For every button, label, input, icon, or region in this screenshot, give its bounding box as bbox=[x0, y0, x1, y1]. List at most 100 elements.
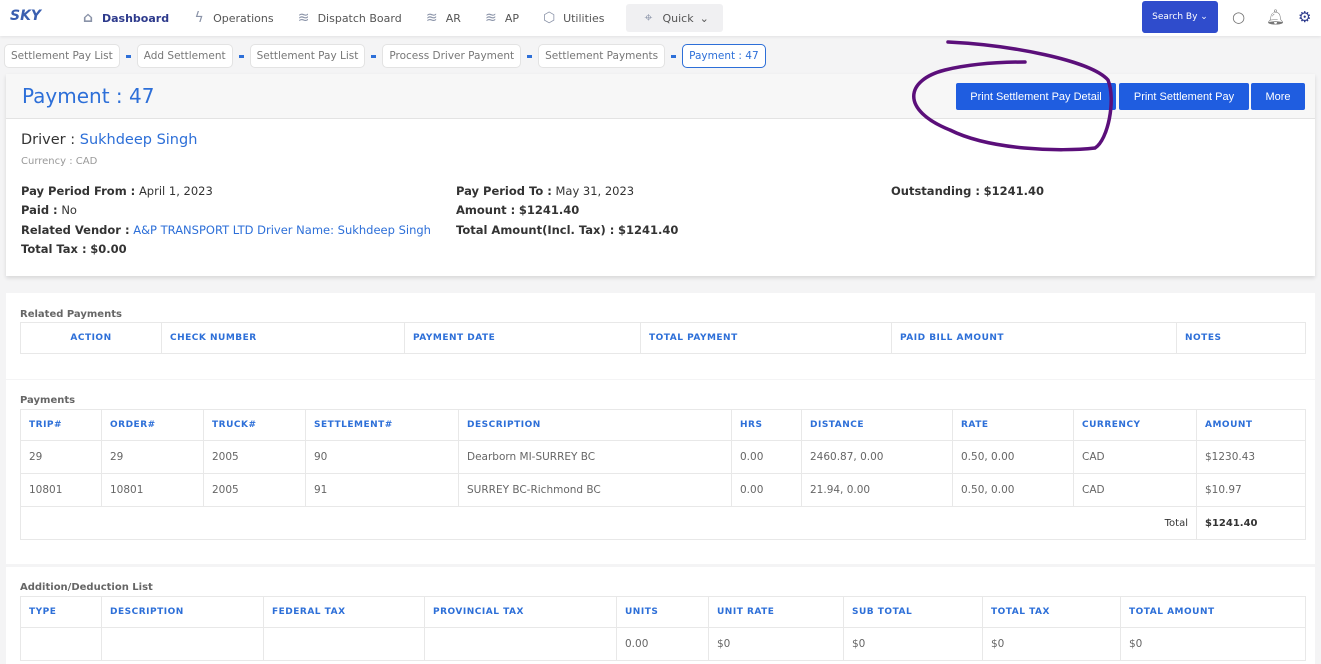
nav-item-operations[interactable]: ϟ Operations bbox=[191, 10, 273, 26]
nav-item-utilities[interactable]: ⬡ Utilities bbox=[542, 10, 605, 26]
nav-item-dispatch-board[interactable]: ≋ Dispatch Board bbox=[296, 10, 402, 26]
box-icon: ⬡ bbox=[542, 10, 556, 26]
breadcrumb: Settlement Pay List Add Settlement Settlem… bbox=[4, 44, 766, 68]
search-icon[interactable]: ○ bbox=[1232, 8, 1246, 26]
column-header[interactable]: SUB TOTAL bbox=[843, 596, 983, 628]
column-header[interactable]: DESCRIPTION bbox=[458, 409, 732, 441]
breadcrumb-separator bbox=[527, 54, 533, 58]
table-cell bbox=[424, 627, 617, 661]
print-settlement-pay-button[interactable]: Print Settlement Pay bbox=[1119, 83, 1249, 110]
table-cell bbox=[263, 627, 425, 661]
table-cell: 90 bbox=[305, 440, 459, 474]
layers-icon: ≋ bbox=[425, 10, 438, 26]
breadcrumb-item[interactable]: Add Settlement bbox=[136, 44, 233, 68]
driver-name-link[interactable]: Sukhdeep Singh bbox=[79, 132, 198, 148]
total-row: Total $1241.40 bbox=[20, 506, 1306, 540]
quick-menu[interactable]: ⌖ Quick ⌄ bbox=[626, 4, 723, 32]
more-button[interactable]: More bbox=[1251, 83, 1305, 110]
column-header[interactable]: PAID BILL AMOUNT bbox=[891, 322, 1177, 354]
table-cell: 0.50, 0.00 bbox=[952, 473, 1074, 507]
table-cell: 0.00 bbox=[616, 627, 709, 661]
table-cell: 2460.87, 0.00 bbox=[801, 440, 953, 474]
table-cell: 10801 bbox=[20, 473, 102, 507]
table-row: 0.00 $0 $0 $0 $0 bbox=[20, 627, 1306, 661]
additions-title: Addition/Deduction List bbox=[20, 582, 153, 593]
table-cell: SURREY BC-Richmond BC bbox=[458, 473, 732, 507]
breadcrumb-separator bbox=[371, 54, 377, 58]
column-header[interactable]: TRUCK# bbox=[203, 409, 306, 441]
table-header-row: TRIP# ORDER# TRUCK# SETTLEMENT# DESCRIPTION H… bbox=[20, 409, 1306, 441]
page-header: Payment : 47 Print Settlement Pay Detail… bbox=[6, 74, 1315, 119]
column-header[interactable]: PROVINCIAL TAX bbox=[424, 596, 617, 628]
column-header[interactable]: HRS bbox=[731, 409, 802, 441]
related-vendor-link[interactable]: A&P TRANSPORT LTD Driver Name: Sukhdeep … bbox=[133, 223, 431, 237]
bell-icon[interactable]: 🔔︎ bbox=[1266, 8, 1286, 26]
driver-line: Driver : Sukhdeep Singh bbox=[21, 132, 198, 148]
crosshair-icon: ⌖ bbox=[644, 10, 653, 26]
column-header[interactable]: RATE bbox=[952, 409, 1074, 441]
table-cell: $0 bbox=[982, 627, 1121, 661]
related-payments-title: Related Payments bbox=[20, 309, 122, 320]
column-header[interactable]: PAYMENT DATE bbox=[404, 322, 641, 354]
gear-icon[interactable]: ⚙ bbox=[1298, 8, 1312, 26]
column-header[interactable]: DESCRIPTION bbox=[101, 596, 264, 628]
breadcrumb-item[interactable]: Settlement Pay List bbox=[249, 44, 366, 68]
nav-item-dashboard[interactable]: ⌂ Dashboard bbox=[80, 10, 169, 26]
table-cell bbox=[20, 627, 102, 661]
payments-title: Payments bbox=[20, 395, 76, 406]
table-row: 29 29 2005 90 Dearborn MI-SURREY BC 0.00 2460.… bbox=[20, 440, 1306, 474]
table-cell: $0 bbox=[1120, 627, 1306, 661]
table-cell bbox=[101, 627, 264, 661]
table-cell: 10801 bbox=[101, 473, 204, 507]
table-cell: 2005 bbox=[203, 440, 306, 474]
nav-item-ar[interactable]: ≋ AR bbox=[424, 10, 461, 26]
search-by-button[interactable]: Search By ⌄ bbox=[1142, 1, 1218, 33]
layers-icon: ≋ bbox=[297, 10, 310, 26]
breadcrumb-item[interactable]: Settlement Pay List bbox=[4, 44, 120, 68]
column-header[interactable]: ORDER# bbox=[101, 409, 204, 441]
column-header[interactable]: AMOUNT bbox=[1196, 409, 1306, 441]
table-cell: $1230.43 bbox=[1196, 440, 1306, 474]
column-header[interactable]: SETTLEMENT# bbox=[305, 409, 459, 441]
column-header[interactable]: FEDERAL TAX bbox=[263, 596, 425, 628]
column-header[interactable]: UNITS bbox=[616, 596, 709, 628]
additions-table: TYPE DESCRIPTION FEDERAL TAX PROVINCIAL TAX… bbox=[20, 596, 1306, 661]
column-header[interactable]: DISTANCE bbox=[801, 409, 953, 441]
currency: Currency : CAD bbox=[21, 156, 98, 167]
chevron-down-icon: ⌄ bbox=[699, 11, 709, 25]
column-header[interactable]: TOTAL TAX bbox=[982, 596, 1121, 628]
logo[interactable]: SKY bbox=[10, 8, 42, 24]
print-settlement-pay-detail-button[interactable]: Print Settlement Pay Detail bbox=[956, 83, 1116, 110]
column-header[interactable]: UNIT RATE bbox=[708, 596, 844, 628]
table-cell: 91 bbox=[305, 473, 459, 507]
column-header[interactable]: TYPE bbox=[20, 596, 102, 628]
page-title: Payment : 47 bbox=[22, 84, 155, 108]
table-header-row: ACTION CHECK NUMBER PAYMENT DATE TOTAL PAYM… bbox=[20, 322, 1306, 354]
column-header[interactable]: NOTES bbox=[1176, 322, 1306, 354]
table-cell: $0 bbox=[708, 627, 844, 661]
table-cell: Dearborn MI-SURREY BC bbox=[458, 440, 732, 474]
column-header[interactable]: CHECK NUMBER bbox=[161, 322, 405, 354]
breadcrumb-separator bbox=[125, 54, 131, 58]
layers-icon: ≋ bbox=[485, 10, 497, 26]
breadcrumb-separator bbox=[238, 54, 244, 58]
table-cell: 29 bbox=[101, 440, 204, 474]
table-cell: $0 bbox=[843, 627, 983, 661]
column-header[interactable]: ACTION bbox=[20, 322, 162, 354]
nav-item-ap[interactable]: ≋ AP bbox=[483, 10, 519, 26]
breadcrumb-item[interactable]: Payment : 47 bbox=[682, 44, 766, 68]
breadcrumb-item[interactable]: Settlement Payments bbox=[538, 44, 666, 68]
column-header[interactable]: CURRENCY bbox=[1073, 409, 1197, 441]
table-cell: 0.50, 0.00 bbox=[952, 440, 1074, 474]
table-cell: $10.97 bbox=[1196, 473, 1306, 507]
column-header[interactable]: TOTAL PAYMENT bbox=[640, 322, 892, 354]
top-bar: SKY ⌂ Dashboard ϟ Operations ≋ Dispatch Board… bbox=[0, 0, 1321, 36]
table-cell: 21.94, 0.00 bbox=[801, 473, 953, 507]
table-cell: 2005 bbox=[203, 473, 306, 507]
column-header[interactable]: TOTAL AMOUNT bbox=[1120, 596, 1306, 628]
bolt-icon: ϟ bbox=[194, 10, 204, 26]
table-row: 10801 10801 2005 91 SURREY BC-Richmond BC 0.0… bbox=[20, 473, 1306, 507]
column-header[interactable]: TRIP# bbox=[20, 409, 102, 441]
related-payments-table: ACTION CHECK NUMBER PAYMENT DATE TOTAL PAYM… bbox=[20, 322, 1306, 376]
breadcrumb-item[interactable]: Process Driver Payment bbox=[382, 44, 522, 68]
